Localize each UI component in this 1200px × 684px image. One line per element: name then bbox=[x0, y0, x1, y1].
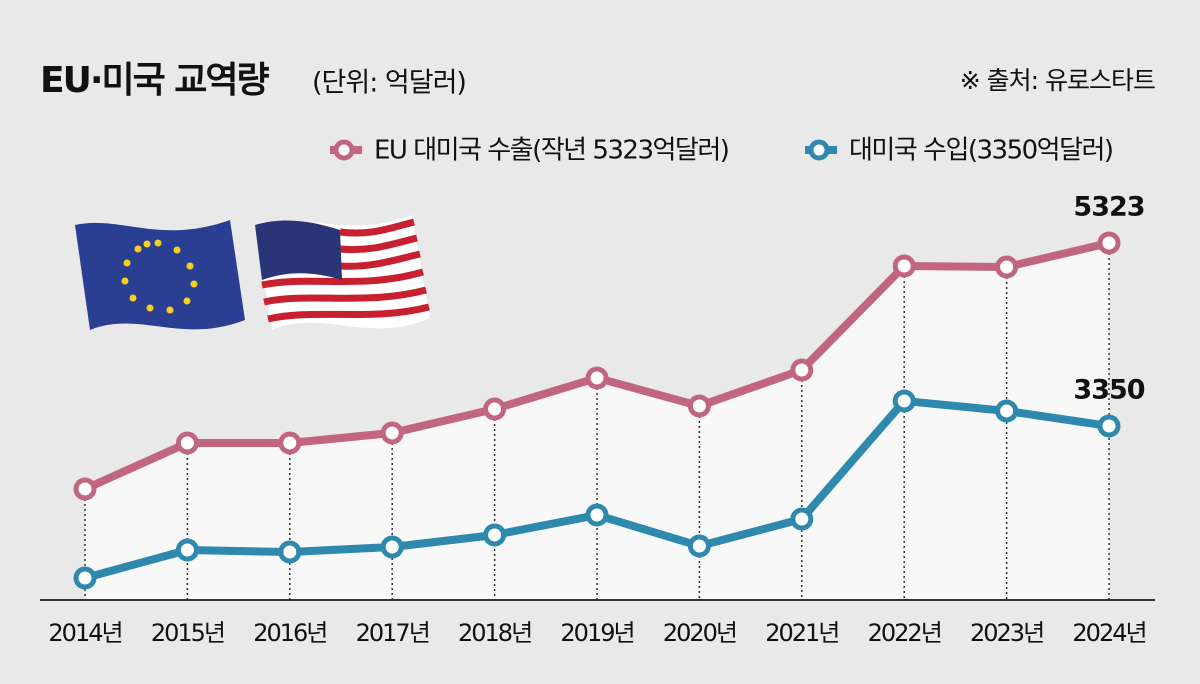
us-flag bbox=[255, 215, 430, 330]
x-tick-label: 2022년 bbox=[868, 619, 941, 647]
value-label: 3350 bbox=[1073, 374, 1144, 405]
legend-marker bbox=[808, 139, 830, 161]
point bbox=[892, 389, 916, 413]
point bbox=[1097, 231, 1121, 255]
value-label: 5323 bbox=[1073, 192, 1144, 223]
point bbox=[175, 431, 199, 455]
x-tick-label: 2019년 bbox=[560, 619, 633, 647]
point bbox=[892, 254, 916, 278]
point bbox=[483, 397, 507, 421]
point bbox=[278, 540, 302, 564]
point bbox=[585, 503, 609, 527]
x-tick-label: 2023년 bbox=[970, 619, 1043, 647]
x-tick-label: 2015년 bbox=[151, 619, 224, 647]
x-tick-label: 2018년 bbox=[458, 619, 531, 647]
point bbox=[73, 566, 97, 590]
eu-flag bbox=[75, 220, 245, 330]
x-tick-label: 2014년 bbox=[48, 619, 121, 647]
legend-label: 대미국 수입(3350억달러) bbox=[849, 136, 1113, 166]
legend-label: EU 대미국 수출(작년 5323억달러) bbox=[374, 136, 728, 166]
point bbox=[585, 366, 609, 390]
source: ※ 출처: 유로스타트 bbox=[960, 66, 1155, 95]
chart-subtitle: (단위: 억달러) bbox=[312, 68, 466, 99]
x-tick-label: 2016년 bbox=[253, 619, 326, 647]
point bbox=[790, 507, 814, 531]
point bbox=[278, 431, 302, 455]
x-tick-label: 2024년 bbox=[1072, 619, 1145, 647]
point bbox=[687, 394, 711, 418]
x-tick-label: 2020년 bbox=[663, 619, 736, 647]
legend-marker bbox=[333, 139, 355, 161]
point bbox=[175, 538, 199, 562]
x-tick-label: 2017년 bbox=[356, 619, 429, 647]
point bbox=[380, 421, 404, 445]
point bbox=[483, 523, 507, 547]
point bbox=[73, 477, 97, 501]
point bbox=[995, 255, 1019, 279]
chart-title: EU·미국 교역량 bbox=[40, 60, 270, 101]
point bbox=[995, 399, 1019, 423]
point bbox=[687, 534, 711, 558]
area bbox=[85, 243, 1109, 600]
point bbox=[380, 535, 404, 559]
point bbox=[1097, 414, 1121, 438]
x-tick-label: 2021년 bbox=[765, 619, 838, 647]
point bbox=[790, 358, 814, 382]
